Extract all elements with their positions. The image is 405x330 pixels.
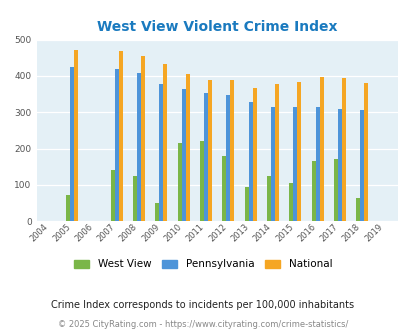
Bar [185, 74, 189, 221]
Bar [341, 79, 345, 221]
Bar [248, 102, 252, 221]
Title: West View Violent Crime Index: West View Violent Crime Index [97, 20, 337, 34]
Bar [252, 88, 256, 221]
Bar [119, 51, 123, 221]
Bar [274, 84, 278, 221]
Bar [200, 141, 204, 221]
Bar [230, 80, 234, 221]
Bar [163, 64, 167, 221]
Bar [288, 183, 292, 221]
Bar [244, 187, 248, 221]
Bar [66, 195, 70, 221]
Bar [204, 93, 207, 221]
Bar [222, 156, 226, 221]
Bar [266, 176, 270, 221]
Bar [311, 161, 315, 221]
Legend: West View, Pennsylvania, National: West View, Pennsylvania, National [69, 255, 336, 274]
Bar [133, 177, 137, 221]
Bar [141, 56, 145, 221]
Bar [74, 50, 78, 221]
Bar [296, 82, 301, 221]
Bar [111, 170, 115, 221]
Bar [181, 89, 185, 221]
Bar [292, 107, 296, 221]
Bar [207, 80, 211, 221]
Bar [70, 67, 74, 221]
Bar [177, 143, 181, 221]
Bar [315, 107, 319, 221]
Bar [270, 107, 274, 221]
Bar [363, 83, 367, 221]
Bar [359, 110, 363, 221]
Bar [355, 197, 359, 221]
Bar [337, 109, 341, 221]
Bar [319, 77, 323, 221]
Bar [333, 159, 337, 221]
Bar [226, 95, 230, 221]
Bar [115, 69, 119, 221]
Bar [159, 84, 163, 221]
Text: Crime Index corresponds to incidents per 100,000 inhabitants: Crime Index corresponds to incidents per… [51, 300, 354, 310]
Text: © 2025 CityRating.com - https://www.cityrating.com/crime-statistics/: © 2025 CityRating.com - https://www.city… [58, 319, 347, 329]
Bar [137, 73, 141, 221]
Bar [155, 203, 159, 221]
